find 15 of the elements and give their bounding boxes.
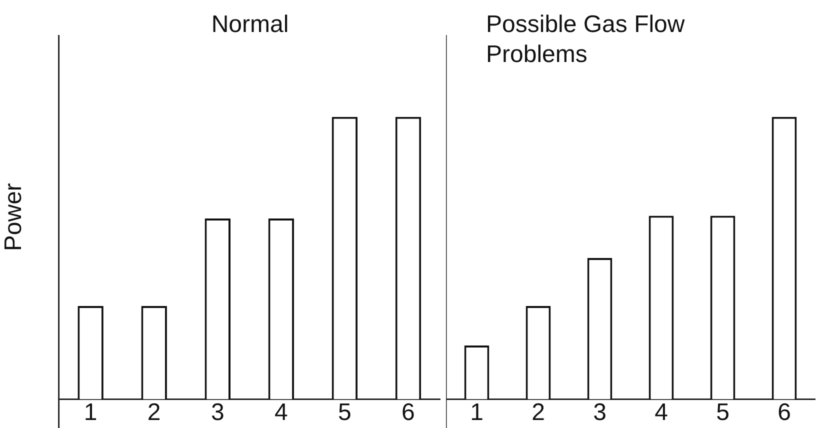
x-tick-label: 3 xyxy=(210,399,224,426)
x-tick-label: 2 xyxy=(532,399,545,426)
x-tick-label: 1 xyxy=(470,399,484,426)
chart-title: Possible Gas Flow Problems xyxy=(486,10,686,70)
x-tick-label: 5 xyxy=(338,399,352,426)
x-tick-label: 2 xyxy=(147,399,161,426)
x-tick-label: 4 xyxy=(274,399,288,426)
x-tick-label: 3 xyxy=(593,399,606,426)
x-tick-label: 1 xyxy=(84,399,98,426)
x-tick-label: 6 xyxy=(778,399,791,426)
x-tick-label: 4 xyxy=(654,399,668,426)
y-axis-title: Power xyxy=(0,183,28,252)
x-tick-label: 6 xyxy=(402,399,415,426)
x-tick-label: 5 xyxy=(716,399,730,426)
chart-title: Normal xyxy=(210,10,290,40)
